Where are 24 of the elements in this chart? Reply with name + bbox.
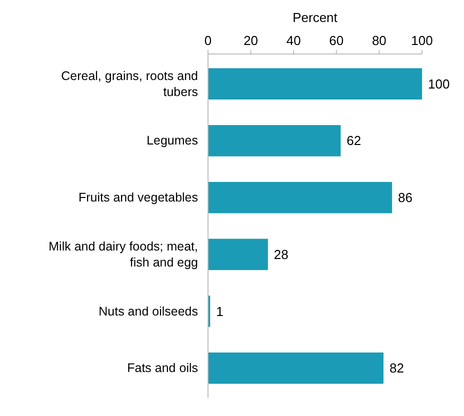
x-tick-label: 40	[286, 33, 301, 48]
data-label: 62	[346, 133, 362, 148]
y-tick-label: Milk and dairy foods; meat, fish and egg	[48, 239, 198, 270]
x-axis-title: Percent	[292, 10, 338, 25]
bar	[208, 182, 392, 214]
data-label: 100	[428, 76, 450, 92]
y-tick-label: Cereal, grains, roots and tubers	[61, 68, 198, 99]
bar	[208, 125, 341, 156]
x-tick-label: 20	[244, 33, 258, 48]
bar	[208, 68, 422, 100]
x-tick-label: 80	[372, 33, 386, 48]
data-label: 82	[389, 360, 404, 376]
bar	[208, 352, 384, 384]
x-tick-label: 0	[204, 33, 212, 48]
y-tick-label: Legumes	[146, 134, 198, 148]
y-tick-label: Fruits and vegetables	[78, 190, 198, 205]
x-tick-label: 60	[329, 33, 344, 48]
x-tick-label: 100	[411, 33, 433, 48]
data-label: 86	[398, 190, 413, 206]
data-label: 1	[216, 304, 224, 319]
bar	[208, 238, 268, 270]
data-label: 28	[274, 246, 288, 262]
y-tick-label: Nuts and oilseeds	[98, 304, 198, 318]
y-tick-label: Fats and oils	[127, 361, 198, 376]
